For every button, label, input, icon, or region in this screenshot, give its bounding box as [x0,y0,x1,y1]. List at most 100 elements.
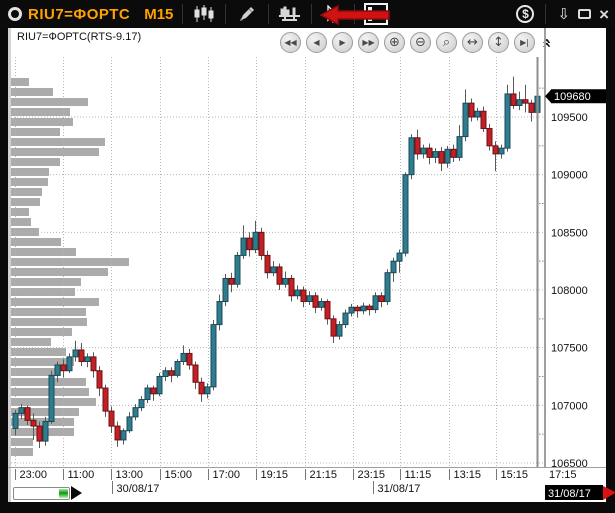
candle-down [288,277,295,297]
candle-up [126,416,133,432]
last-price-value: 109680 [554,91,591,103]
candle-down [480,110,487,130]
price-tick-label: 108000 [551,285,588,297]
volume-profile-bar [11,118,73,126]
candle-down [324,301,331,320]
candle-down [30,419,37,427]
scroll-right-button[interactable]: ▶ [332,32,353,53]
candle-down [438,151,445,164]
last-price-badge [551,89,606,104]
candle-down [354,306,361,312]
candle-down [96,370,103,389]
candle-down [150,387,157,395]
close-icon[interactable]: × [599,4,609,24]
time-tick-label: 19:15 [261,469,289,481]
chart-area: RIU7=ФОРТС(RTS-9.17) ◀◀ ◀ ▶ ▶▶ ⊕ ⊖ ⌕ ↔ ↕ ▶| « 1095… [8,28,615,502]
price-badge-arrow-icon [545,89,551,103]
zoom-out-button[interactable]: ⊖ [410,32,431,53]
draw-tool-icon[interactable] [235,3,259,25]
candle-up [504,93,511,149]
zoom-region-button[interactable]: ⌕ [436,32,457,53]
candlestick-style-icon[interactable] [192,3,216,25]
candle-down [78,349,85,363]
time-tick-label: 23:00 [20,469,48,481]
price-tick-label: 108500 [551,227,588,239]
candle-up [270,266,277,274]
scroll-fast-left-button[interactable]: ◀◀ [280,32,301,53]
titlebar: RIU7=ФОРТС M15 [0,0,615,28]
corner-date-value: 31/08/17 [548,488,591,500]
candle-down [186,352,193,366]
candle-down [198,381,205,395]
volume-profile-bar [11,208,29,216]
price-tick-label: 107500 [551,343,588,355]
minimize-icon[interactable] [578,9,592,19]
candle-up [348,306,355,314]
download-icon[interactable]: ⇩ [557,5,571,23]
candlestick-plot[interactable]: 109500 109000 108500 108000 107500 107000 1065… [8,28,615,502]
date-tick-label: 30/08/17 [117,483,160,495]
currency-icon[interactable]: $ [516,5,535,23]
candle-down [246,237,253,251]
volume-profile-bar [11,248,76,256]
scrollbar-arrow-icon[interactable] [71,486,82,500]
indicator-tool-icon[interactable] [278,3,302,25]
candle-down [90,356,97,372]
candle-up [360,305,367,312]
volume-profile-bar [11,158,60,166]
candle-up [408,137,415,176]
volume-profile-bar [11,358,74,366]
zoom-in-button[interactable]: ⊕ [384,32,405,53]
date-tick-label: 31/08/17 [378,483,421,495]
volume-profile-bar [11,168,49,176]
chart-scrollbar[interactable] [13,487,70,500]
candle-down [522,99,529,104]
candle-down [450,148,457,158]
price-tick-label: 106500 [551,458,588,470]
volume-profile-bar [11,328,72,336]
candle-up [156,376,163,395]
time-tick-label: 11:00 [68,469,95,481]
candle-down [414,137,421,155]
candle-up [144,387,151,401]
corner-time-label: 17:15 [549,469,577,481]
volume-profile-bar [11,438,33,446]
candle-down [486,128,493,147]
separator [268,4,270,24]
separator [182,4,184,24]
candle-up [390,260,397,274]
candle-down [312,295,319,308]
scroll-fast-right-button[interactable]: ▶▶ [358,32,379,53]
candle-up [72,349,79,358]
volume-profile-bar [11,178,48,186]
candle-up [402,174,409,254]
scroll-to-end-button[interactable]: ▶| [514,32,535,53]
candle-up [42,420,49,442]
scroll-left-button[interactable]: ◀ [306,32,327,53]
candle-up [396,252,403,262]
app-logo-icon [8,7,22,21]
candle-down [510,93,517,106]
red-arrow-annotation [319,4,392,30]
candle-down [102,387,109,412]
volume-profile-bar [11,338,51,346]
volume-profile-bar [11,298,99,306]
candle-up [384,272,391,303]
candle-down [192,364,199,383]
candle-up [120,430,127,441]
window-accent-bar [8,28,11,502]
volume-profile-bar [11,198,40,206]
volume-profile-bar [11,318,87,326]
time-tick-label: 11:15 [405,469,432,481]
candle-down [258,231,265,256]
window-controls: $ ⇩ × [516,4,609,24]
candle-up [132,407,139,418]
volume-profile-bar [11,448,33,456]
candle-down [264,254,271,274]
candle-up [306,295,313,303]
volume-profile-bar [11,88,53,96]
candle-up [66,356,73,372]
compress-horizontal-button[interactable]: ↔ [462,32,483,53]
compress-vertical-button[interactable]: ↕ [488,32,509,53]
